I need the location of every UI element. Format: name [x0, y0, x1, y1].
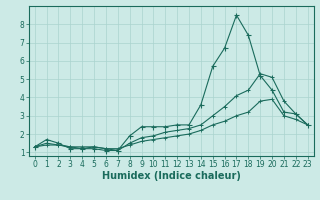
X-axis label: Humidex (Indice chaleur): Humidex (Indice chaleur): [102, 171, 241, 181]
